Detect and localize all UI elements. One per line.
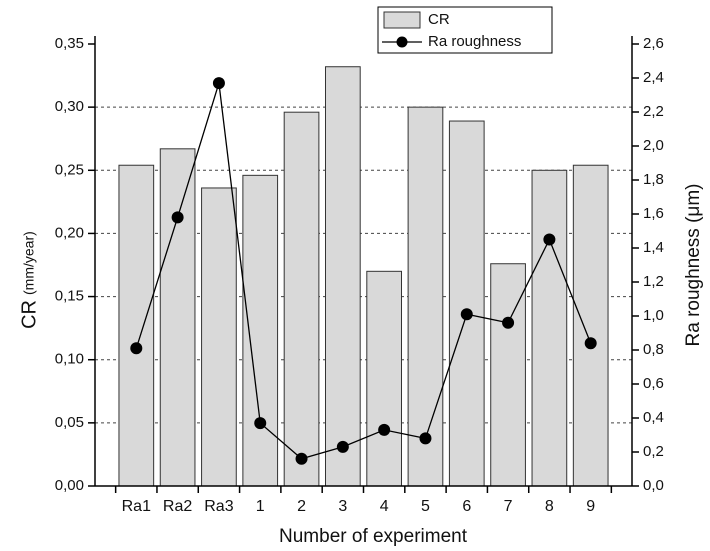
bar [366, 270, 403, 487]
y-tick-label: 0,25 [55, 161, 84, 178]
x-tick-label: 5 [421, 498, 430, 515]
x-tick-label: 9 [586, 498, 595, 515]
x-tick-label: 8 [545, 498, 554, 515]
legend-label: Ra roughness [428, 33, 521, 50]
x-tick-label: 1 [256, 498, 265, 515]
bar [118, 164, 155, 487]
y2-tick-label: 1,0 [643, 307, 664, 324]
bar [159, 148, 196, 487]
x-tick-label: 2 [297, 498, 306, 515]
x-tick-label: Ra3 [204, 498, 233, 515]
x-tick-label: 6 [462, 498, 471, 515]
y2-tick-label: 2,2 [643, 103, 664, 120]
bar [407, 106, 444, 487]
y2-tick-label: 1,2 [643, 273, 664, 290]
y2-tick-label: 0,8 [643, 341, 664, 358]
line [135, 82, 592, 460]
marker [502, 316, 515, 329]
marker [336, 440, 349, 453]
bar [283, 111, 320, 487]
bar [324, 66, 361, 487]
y-axis-unit: (mm/year) [21, 231, 37, 295]
x-tick-label: 4 [380, 498, 389, 515]
marker [584, 337, 597, 350]
y-tick-label: 0,15 [55, 288, 84, 305]
y2-axis-title: Ra roughness (μm) [683, 183, 704, 346]
marker [295, 452, 308, 465]
bar [531, 169, 568, 487]
y2-tick-label: 2,6 [643, 35, 664, 52]
y2-tick-label: 1,6 [643, 205, 664, 222]
y2-tick-label: 2,0 [643, 137, 664, 154]
legend-swatch [383, 11, 421, 29]
legend-label: CR [428, 11, 450, 28]
bar [572, 164, 609, 487]
y-tick-label: 0,10 [55, 351, 84, 368]
bar [448, 120, 485, 487]
y-tick-label: 0,20 [55, 224, 84, 241]
y-axis-title: CR [18, 300, 40, 329]
marker [543, 233, 556, 246]
y2-tick-label: 1,4 [643, 239, 664, 256]
marker [130, 342, 143, 355]
y-tick-label: 0,35 [55, 35, 84, 52]
x-tick-label: Ra1 [122, 498, 151, 515]
y2-tick-label: 0,6 [643, 375, 664, 392]
marker [378, 423, 391, 436]
y2-tick-label: 2,4 [643, 69, 664, 86]
marker [460, 308, 473, 321]
legend-marker [396, 36, 408, 48]
y-tick-label: 0,30 [55, 98, 84, 115]
bar [201, 187, 237, 487]
bar [242, 174, 279, 487]
y-tick-label: 0,05 [55, 414, 84, 431]
y2-tick-label: 0,0 [643, 477, 664, 494]
y2-tick-label: 1,8 [643, 171, 664, 188]
y2-tick-label: 0,2 [643, 443, 664, 460]
y2-tick-label: 0,4 [643, 409, 664, 426]
x-tick-label: Ra2 [163, 498, 192, 515]
marker [254, 417, 267, 430]
marker [419, 432, 432, 445]
x-tick-label: 3 [338, 498, 347, 515]
x-axis-title: Number of experiment [279, 526, 468, 547]
marker [171, 211, 184, 224]
x-tick-label: 7 [504, 498, 513, 515]
y-tick-label: 0,00 [55, 477, 84, 494]
marker [212, 77, 225, 90]
